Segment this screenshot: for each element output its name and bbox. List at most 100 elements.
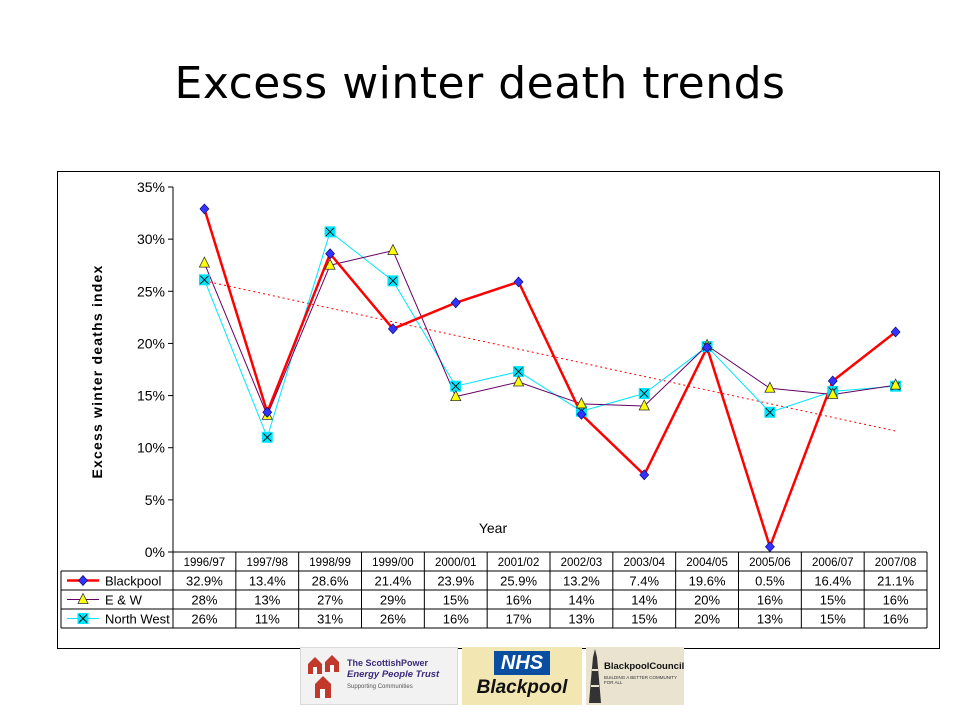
scottish-power-energy-people-trust-logo: The ScottishPower Energy People Trust Su… (300, 647, 458, 705)
data-point (198, 274, 210, 286)
data-point (827, 375, 838, 387)
data-label: 28.6% (312, 574, 349, 589)
data-point (262, 406, 273, 418)
data-label: 15% (443, 593, 469, 608)
legend-key-marker (77, 613, 89, 624)
council-tagline: BUILDING A BETTER COMMUNITY FOR ALL (604, 675, 677, 685)
excess-winter-deaths-chart: 0% 5% 10% 15% 20% 25% 30% 35% Excess winter deat… (60, 179, 928, 629)
data-label: 25.9% (500, 574, 537, 589)
data-point (387, 243, 399, 256)
y-tick-label: 25% (137, 283, 165, 299)
data-label: 17% (506, 612, 532, 627)
data-label: 32.9% (186, 574, 223, 589)
data-label: 15% (631, 612, 657, 627)
data-point (638, 399, 650, 411)
data-label: 14% (568, 593, 594, 608)
data-label: 20% (694, 593, 720, 608)
data-point (576, 408, 587, 420)
x-tick-label: 2004/05 (686, 557, 728, 569)
chart-frame (57, 171, 940, 649)
data-label: 21.1% (877, 574, 914, 589)
data-point (575, 397, 588, 409)
x-tick-label: 1998/99 (309, 557, 351, 569)
logo-text-line2: Energy People Trust (347, 669, 440, 680)
data-point (199, 203, 210, 215)
nhs-badge: NHS (494, 651, 550, 675)
data-label: 16% (506, 593, 532, 608)
data-point (324, 226, 336, 238)
data-point (387, 275, 399, 287)
data-point (450, 297, 461, 309)
data-label: 23.9% (437, 574, 474, 589)
legend-label: Blackpool (105, 574, 161, 589)
data-point (827, 387, 839, 399)
x-axis-title: Year (479, 520, 508, 536)
data-label: 0.5% (755, 574, 785, 589)
data-point (513, 276, 524, 288)
data-label: 26% (191, 612, 217, 627)
council-name: BlackpoolCouncil (604, 661, 685, 672)
data-point (639, 469, 650, 481)
y-tick-label: 10% (137, 440, 165, 456)
data-point (450, 380, 462, 392)
data-point (261, 431, 273, 443)
data-label: 26% (380, 612, 406, 627)
x-tick-label: 2005/06 (749, 557, 791, 569)
y-tick-label: 0% (145, 544, 165, 560)
x-tick-label: 2001/02 (498, 557, 540, 569)
data-point (638, 387, 650, 399)
data-label: 28% (191, 593, 217, 608)
tower-icon (589, 649, 601, 703)
data-label: 7.4% (629, 574, 659, 589)
x-tick-label: 1999/00 (372, 557, 414, 569)
y-tick-label: 30% (137, 231, 165, 247)
data-point (889, 378, 902, 390)
data-label: 16% (443, 612, 469, 627)
data-label: 29% (380, 593, 406, 608)
data-label: 31% (317, 612, 343, 627)
sponsor-logos: The ScottishPower Energy People Trust Su… (300, 647, 684, 705)
logo-text-line3: Supporting Communities (347, 684, 413, 690)
series-line-north-west (203, 231, 896, 438)
data-label: 13% (757, 612, 783, 627)
data-point (198, 256, 211, 268)
legend-label: E & W (105, 593, 143, 608)
data-label: 11% (255, 612, 280, 627)
series-line-e-w (203, 250, 896, 416)
logo-text-line1: The ScottishPower (347, 658, 429, 668)
nhs-trust-name: Blackpool (476, 677, 568, 698)
y-tick-label: 15% (137, 388, 165, 404)
y-axis-title: Excess winter deaths index (89, 264, 105, 478)
data-label: 16% (883, 593, 909, 608)
x-tick-label: 2002/03 (561, 557, 603, 569)
data-label: 13% (568, 612, 594, 627)
data-point (325, 248, 335, 260)
data-point (450, 389, 462, 402)
data-label: 13.2% (563, 574, 600, 589)
y-tick-label: 20% (137, 335, 165, 351)
data-point (765, 541, 775, 553)
y-tick-label: 5% (145, 492, 165, 508)
data-label: 16% (757, 593, 783, 608)
x-tick-label: 1996/97 (184, 557, 226, 569)
data-point (324, 258, 336, 270)
x-tick-label: 2007/08 (875, 557, 917, 569)
data-point (764, 406, 776, 418)
data-label: 20% (694, 612, 720, 627)
blackpool-council-logo: BlackpoolCouncil BUILDING A BETTER COMMU… (586, 647, 684, 705)
x-tick-label: 1997/98 (246, 557, 288, 569)
data-label: 19.6% (689, 574, 726, 589)
slide-title: Excess winter death trends (174, 58, 786, 109)
legend-label: North West (105, 612, 170, 627)
data-label: 16.4% (814, 574, 851, 589)
legend-key-marker (77, 592, 89, 604)
data-label: 14% (631, 593, 657, 608)
data-label: 13% (254, 593, 280, 608)
data-label: 27% (317, 593, 343, 608)
data-point (890, 326, 901, 338)
data-point (388, 323, 398, 335)
data-label: 15% (820, 612, 846, 627)
data-label: 21.4% (374, 574, 411, 589)
data-point (513, 366, 525, 378)
y-tick-label: 35% (137, 179, 165, 195)
